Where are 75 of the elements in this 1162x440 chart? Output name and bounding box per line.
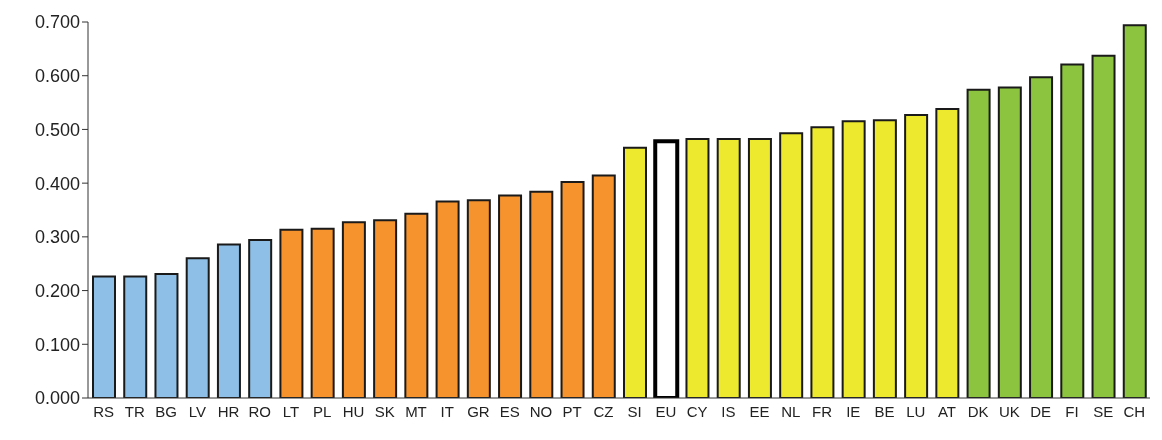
bar bbox=[341, 221, 366, 398]
bar bbox=[810, 126, 835, 398]
x-tick-label: AT bbox=[937, 402, 956, 420]
bar bbox=[373, 219, 398, 398]
bar bbox=[935, 108, 960, 398]
bar bbox=[747, 138, 772, 398]
x-tick-label: SK bbox=[374, 402, 395, 420]
bar bbox=[466, 199, 491, 398]
bar bbox=[498, 194, 523, 398]
x-tick-label: PT bbox=[562, 402, 582, 420]
bar bbox=[1060, 63, 1085, 398]
x-tick-label: HR bbox=[217, 402, 240, 420]
bar bbox=[1122, 24, 1147, 398]
y-tick-label: 0.500 bbox=[34, 119, 80, 140]
x-tick-label: DK bbox=[967, 402, 989, 420]
bar bbox=[92, 275, 116, 398]
x-tick-label: TR bbox=[124, 402, 146, 420]
y-tick-label: 0.600 bbox=[34, 66, 80, 87]
bar bbox=[310, 227, 335, 398]
bar bbox=[123, 275, 148, 398]
y-tick-label: 0.000 bbox=[34, 388, 80, 409]
bar bbox=[1029, 76, 1054, 398]
x-tick-label: PL bbox=[313, 402, 332, 420]
x-tick-label: LV bbox=[188, 402, 206, 420]
x-tick-label: NO bbox=[529, 402, 553, 420]
bar bbox=[591, 174, 616, 398]
bar bbox=[872, 119, 897, 398]
x-tick-label: BE bbox=[874, 402, 895, 420]
x-tick-label: LT bbox=[282, 402, 300, 420]
x-tick-label: RO bbox=[248, 402, 272, 420]
x-tick-label: ES bbox=[499, 402, 520, 420]
x-tick-label: EU bbox=[655, 402, 677, 420]
x-tick-label: CZ bbox=[593, 402, 614, 420]
x-tick-label: FI bbox=[1065, 402, 1079, 420]
bar bbox=[997, 86, 1022, 398]
y-tick-label: 0.700 bbox=[34, 12, 80, 33]
bar bbox=[154, 272, 179, 398]
x-tick-label: IT bbox=[440, 402, 454, 420]
bar bbox=[560, 181, 585, 398]
bar bbox=[623, 146, 647, 398]
x-tick-label: UK bbox=[999, 402, 1020, 420]
x-tick-label: CH bbox=[1123, 402, 1146, 420]
bar bbox=[1091, 54, 1116, 398]
y-tick-label: 0.100 bbox=[34, 334, 80, 355]
y-tick-label: 0.400 bbox=[34, 173, 80, 194]
x-tick-label: IS bbox=[721, 402, 736, 420]
bar bbox=[529, 190, 554, 398]
x-tick-label: HU bbox=[342, 402, 365, 420]
bar bbox=[966, 88, 991, 398]
bar bbox=[216, 243, 241, 398]
y-tick-label: 0.300 bbox=[34, 227, 80, 248]
y-tick-label: 0.200 bbox=[34, 280, 80, 301]
bar bbox=[185, 257, 210, 398]
bar bbox=[248, 239, 273, 398]
bar bbox=[435, 200, 460, 398]
x-tick-label: FR bbox=[812, 402, 833, 420]
bar bbox=[716, 138, 741, 398]
bar bbox=[685, 138, 710, 398]
bar bbox=[904, 113, 929, 398]
x-tick-label: MT bbox=[405, 402, 427, 420]
x-tick-label: LU bbox=[906, 402, 926, 420]
bar bbox=[279, 228, 304, 398]
x-tick-label: EE bbox=[749, 402, 770, 420]
x-tick-label: SI bbox=[627, 402, 642, 420]
x-tick-label: BG bbox=[155, 402, 177, 420]
bar bbox=[841, 120, 866, 398]
x-tick-label: RS bbox=[93, 402, 115, 420]
bar bbox=[404, 212, 429, 398]
x-tick-label: IE bbox=[846, 402, 861, 420]
x-tick-label: SE bbox=[1093, 402, 1114, 420]
x-tick-label: NL bbox=[781, 402, 801, 420]
x-tick-label: DE bbox=[1030, 402, 1052, 420]
bar bbox=[779, 132, 804, 398]
x-tick-label: GR bbox=[467, 402, 490, 420]
x-tick-label: CY bbox=[686, 402, 708, 420]
